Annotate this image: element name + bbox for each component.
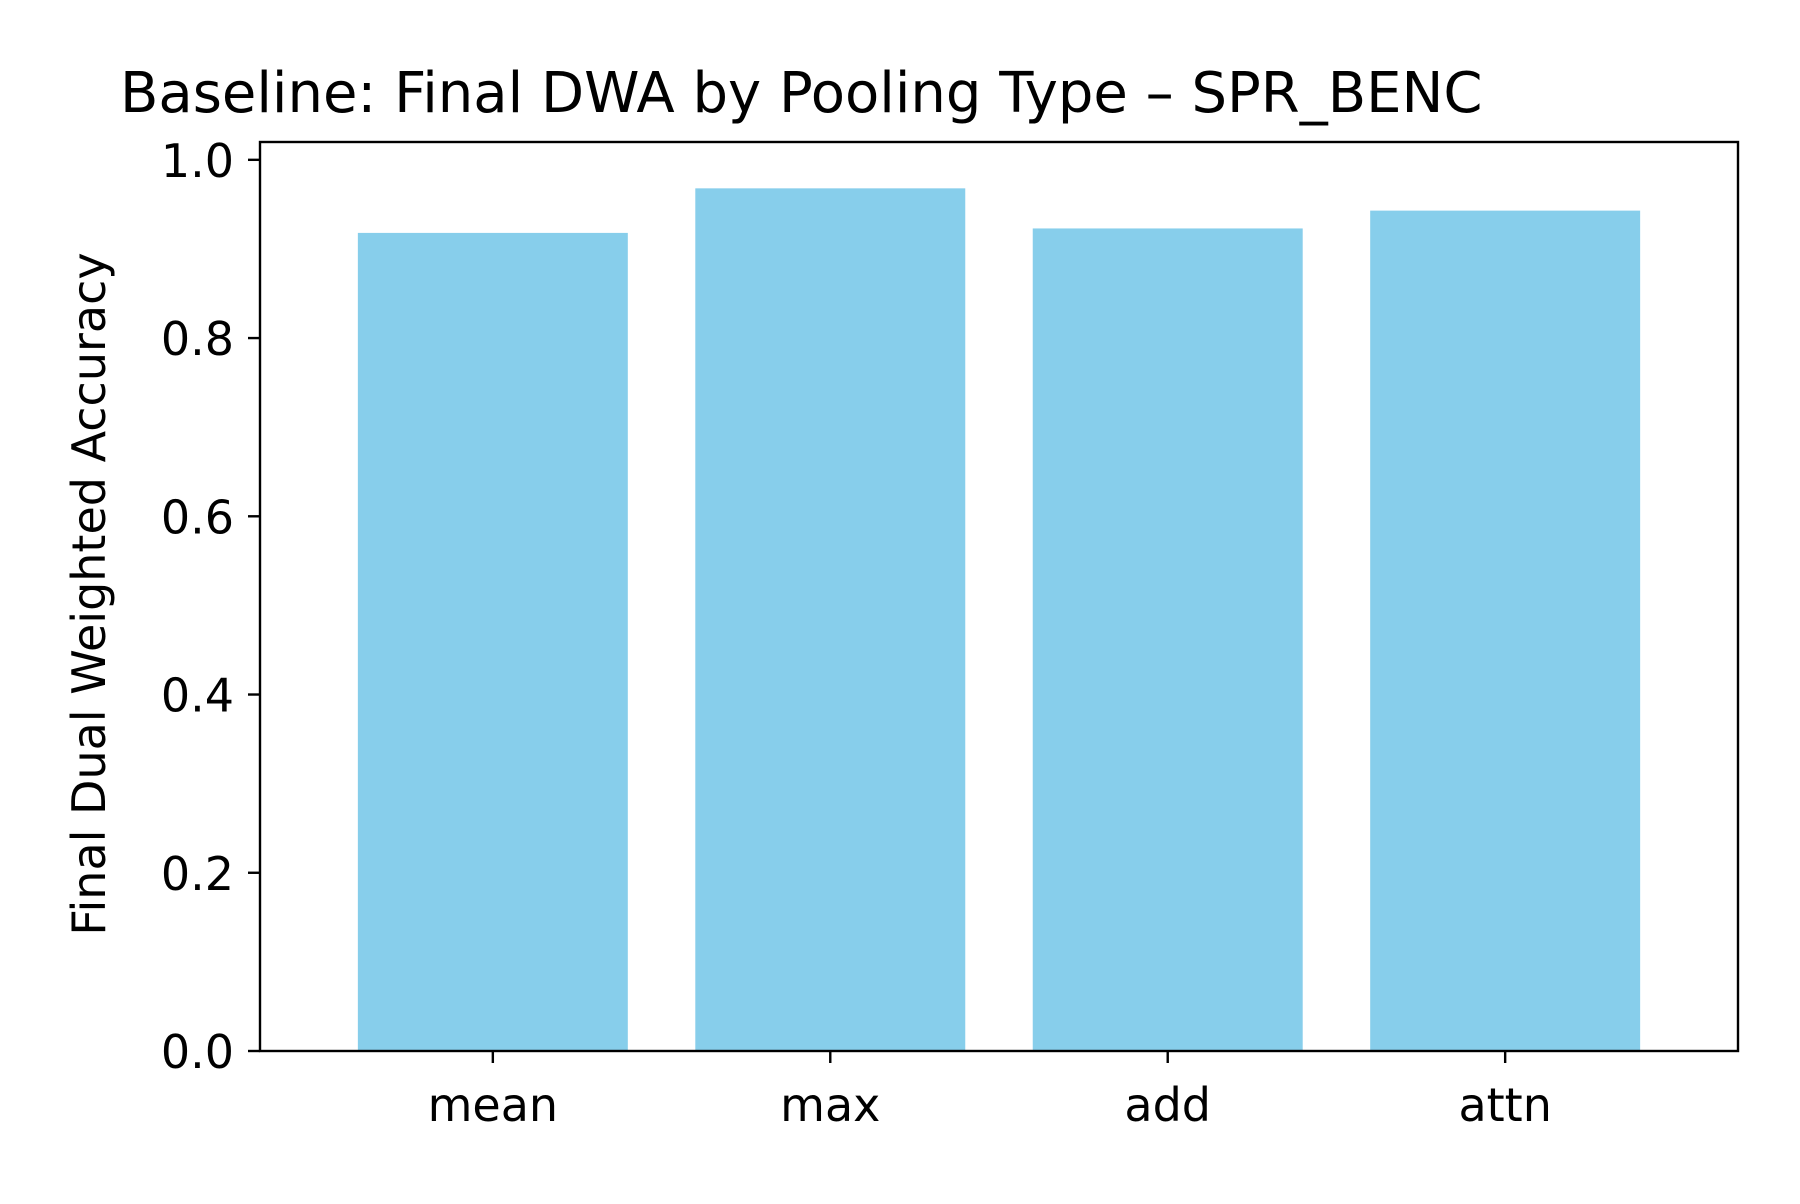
- y-tick-label-1.0: 1.0: [161, 134, 234, 188]
- y-axis-label: Final Dual Weighted Accuracy: [62, 252, 116, 935]
- bar-attn: [1370, 210, 1641, 1051]
- x-tick-label-max: max: [780, 1078, 880, 1132]
- y-tick-label-0.8: 0.8: [161, 312, 234, 366]
- x-axis: mean max add attn: [428, 1051, 1552, 1132]
- y-tick-label-0.2: 0.2: [161, 847, 234, 901]
- x-tick-label-attn: attn: [1458, 1078, 1551, 1132]
- y-axis: 0.0 0.2 0.4 0.6 0.8 1.0: [161, 134, 260, 1079]
- y-tick-label-0.4: 0.4: [161, 669, 234, 723]
- bar-max: [695, 188, 966, 1051]
- bars-layer: [357, 188, 1641, 1052]
- plot-frame: [258, 140, 1740, 1053]
- chart-title: Baseline: Final DWA by Pooling Type – SP…: [120, 61, 1482, 126]
- x-tick-label-mean: mean: [428, 1078, 558, 1132]
- bar-add: [1032, 228, 1303, 1052]
- y-tick-label-0.0: 0.0: [161, 1025, 234, 1079]
- x-tick-label-add: add: [1124, 1078, 1211, 1132]
- bar-mean: [357, 232, 628, 1051]
- y-tick-label-0.6: 0.6: [161, 490, 234, 544]
